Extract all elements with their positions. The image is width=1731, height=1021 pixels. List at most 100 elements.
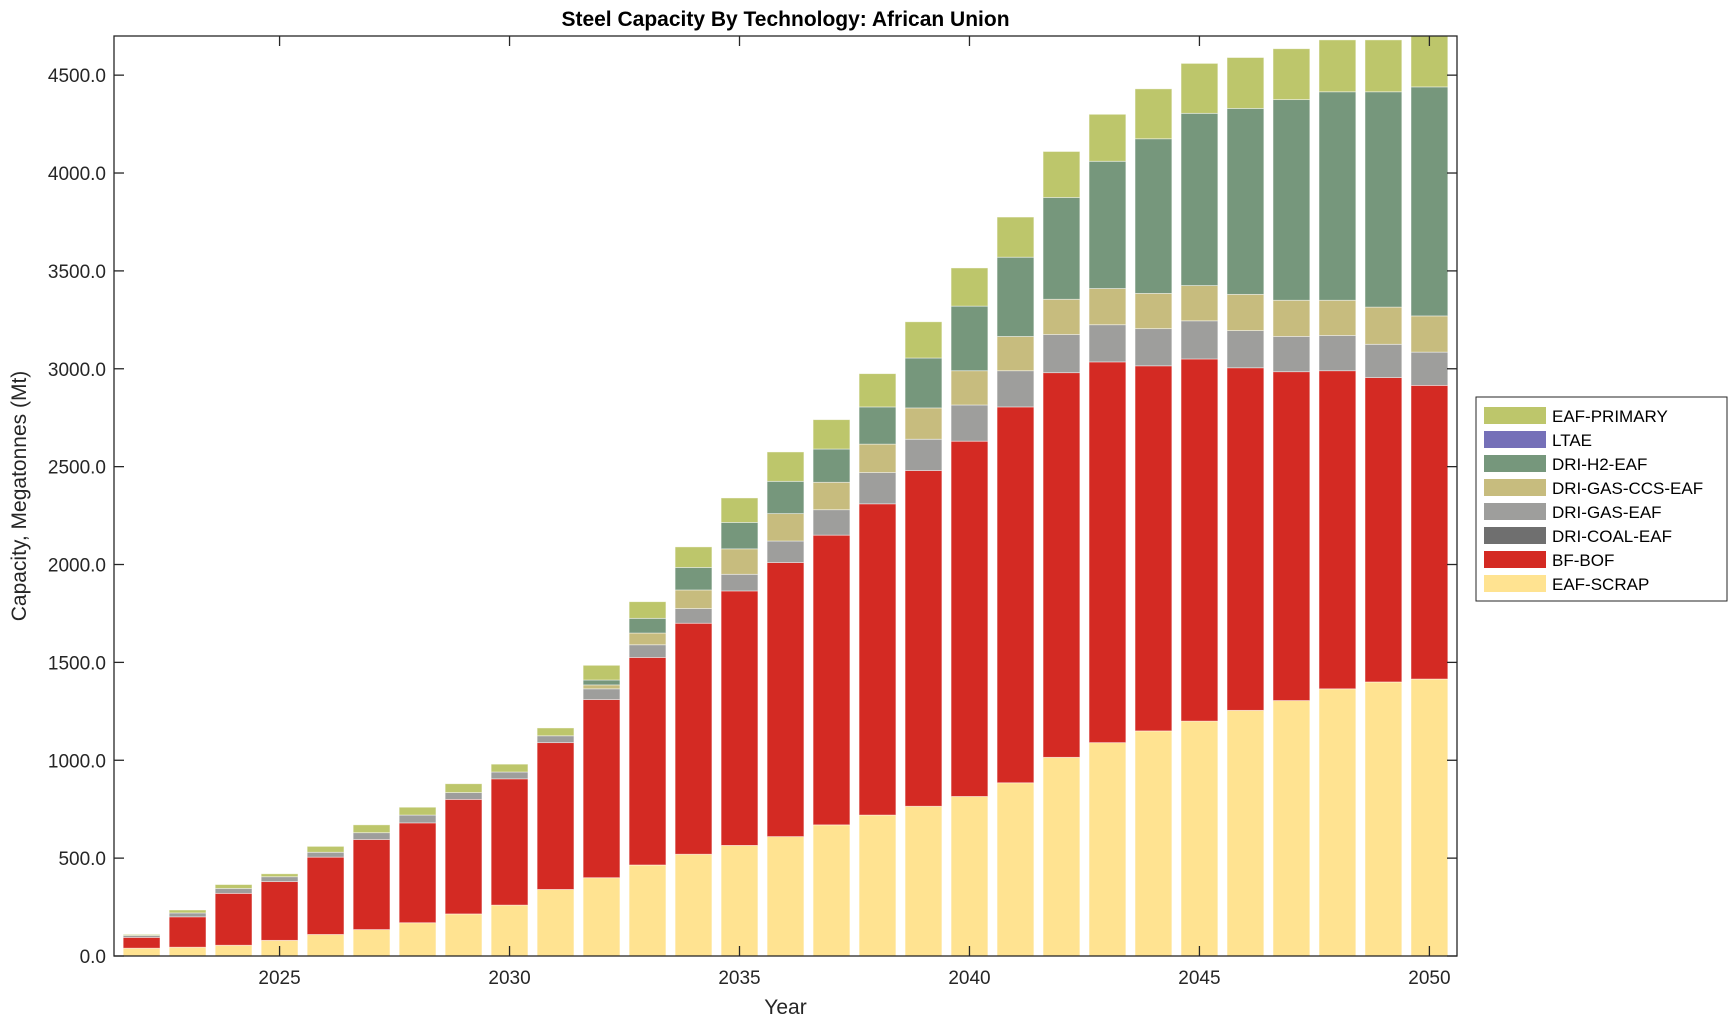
y-axis: 0.0 500.0 1000.0 1500.0 2000.0 2500.0 3000.0 35… <box>48 66 1457 968</box>
y-tick-label: 500.0 <box>58 849 106 870</box>
bar-stack-2048 <box>1318 39 1357 957</box>
bar-eaf-scrap-2034 <box>674 853 713 957</box>
bar-eaf-scrap-2032 <box>582 877 621 957</box>
x-axis: 2025 2030 2035 2040 2045 2050 <box>258 36 1451 989</box>
bar-stack-2034 <box>674 546 713 957</box>
bar-stack-2026 <box>306 845 345 957</box>
legend-label: DRI-GAS-EAF <box>1552 503 1662 522</box>
bar-bf-bof-2032 <box>582 699 621 879</box>
bar-dri-h2-eaf-2047 <box>1272 99 1311 301</box>
legend-box <box>1475 396 1728 602</box>
bar-eaf-scrap-2036 <box>766 836 805 957</box>
bar-dri-gas-eaf-2045 <box>1180 320 1219 360</box>
legend-label: DRI-GAS-CCS-EAF <box>1552 479 1703 498</box>
bar-eaf-primary-2028 <box>398 806 437 816</box>
legend-item-dri-gas-eaf: DRI-GAS-EAF <box>1484 503 1662 522</box>
bar-dri-h2-eaf-2048 <box>1318 91 1357 301</box>
bar-dri-h2-eaf-2035 <box>720 522 759 550</box>
bar-eaf-primary-2033 <box>628 601 667 619</box>
bar-dri-gas-eaf-2046 <box>1226 330 1265 369</box>
legend-label: EAF-PRIMARY <box>1552 407 1668 426</box>
bar-bf-bof-2042 <box>1042 372 1081 758</box>
y-tick-label: 0.0 <box>80 947 106 968</box>
bar-bf-bof-2025 <box>260 881 299 941</box>
bar-dri-gas-ccs-eaf-2039 <box>904 407 943 440</box>
bar-dri-gas-ccs-eaf-2043 <box>1088 288 1127 326</box>
bar-stack-2042 <box>1042 151 1081 957</box>
bar-bf-bof-2040 <box>950 440 989 797</box>
bar-bf-bof-2024 <box>214 892 253 946</box>
bar-bf-bof-2028 <box>398 822 437 924</box>
x-tick-label: 2040 <box>948 968 990 989</box>
bar-dri-gas-ccs-eaf-2048 <box>1318 299 1357 336</box>
bar-stack-2022 <box>122 934 161 957</box>
bar-eaf-primary-2038 <box>858 373 897 408</box>
bar-eaf-primary-2031 <box>536 727 575 737</box>
bar-dri-h2-eaf-2046 <box>1226 108 1265 295</box>
bar-stack-2023 <box>168 909 207 957</box>
bar-eaf-primary-2042 <box>1042 151 1081 198</box>
bar-dri-gas-eaf-2024 <box>214 888 253 894</box>
bar-eaf-primary-2034 <box>674 546 713 568</box>
bar-bf-bof-2049 <box>1364 377 1403 683</box>
bar-stack-2045 <box>1180 63 1219 957</box>
bar-eaf-primary-2026 <box>306 845 345 853</box>
bar-eaf-primary-2035 <box>720 497 759 523</box>
bar-dri-gas-ccs-eaf-2047 <box>1272 299 1311 337</box>
legend-item-ltae: LTAE <box>1484 431 1592 450</box>
x-tick-label: 2030 <box>488 968 530 989</box>
bar-bf-bof-2030 <box>490 778 529 906</box>
bar-eaf-scrap-2029 <box>444 913 483 957</box>
bar-dri-h2-eaf-2039 <box>904 357 943 409</box>
bar-bf-bof-2031 <box>536 742 575 890</box>
bar-dri-gas-eaf-2037 <box>812 509 851 536</box>
bar-eaf-primary-2037 <box>812 419 851 450</box>
bar-bf-bof-2041 <box>996 406 1035 784</box>
bar-dri-h2-eaf-2041 <box>996 256 1035 337</box>
bar-stack-2047 <box>1272 48 1311 957</box>
legend-swatch <box>1484 527 1546 544</box>
bar-dri-gas-ccs-eaf-2033 <box>628 632 667 646</box>
plot-frame <box>113 35 1458 957</box>
bar-bf-bof-2029 <box>444 799 483 915</box>
bars-layer <box>122 35 1449 957</box>
x-tick-label: 2025 <box>258 968 300 989</box>
bar-bf-bof-2045 <box>1180 358 1219 722</box>
bar-dri-gas-ccs-eaf-2044 <box>1134 293 1173 330</box>
bar-bf-bof-2035 <box>720 590 759 846</box>
bar-eaf-primary-2030 <box>490 763 529 773</box>
bar-stack-2035 <box>720 497 759 957</box>
bar-dri-gas-ccs-eaf-2035 <box>720 548 759 575</box>
bar-dri-h2-eaf-2040 <box>950 305 989 372</box>
bar-dri-gas-eaf-2041 <box>996 370 1035 408</box>
legend-item-bf-bof: BF-BOF <box>1484 551 1614 570</box>
bar-bf-bof-2033 <box>628 657 667 866</box>
bar-dri-gas-eaf-2050 <box>1410 351 1449 386</box>
bar-eaf-primary-2025 <box>260 873 299 878</box>
bar-eaf-scrap-2022 <box>122 947 161 957</box>
bar-bf-bof-2048 <box>1318 370 1357 690</box>
legend-swatch <box>1484 503 1546 520</box>
bar-eaf-primary-2024 <box>214 884 253 889</box>
y-tick-label: 3500.0 <box>48 262 106 283</box>
bar-stack-2050 <box>1410 35 1449 957</box>
bar-dri-h2-eaf-2033 <box>628 617 667 634</box>
bar-eaf-scrap-2035 <box>720 845 759 957</box>
legend-item-eaf-scrap: EAF-SCRAP <box>1484 575 1649 594</box>
legend-item-dri-gas-ccs-eaf: DRI-GAS-CCS-EAF <box>1484 479 1703 498</box>
bar-dri-gas-eaf-2026 <box>306 851 345 858</box>
bar-dri-h2-eaf-2034 <box>674 567 713 591</box>
bar-eaf-primary-2036 <box>766 451 805 482</box>
bar-dri-h2-eaf-2050 <box>1410 86 1449 317</box>
bar-dri-gas-eaf-2036 <box>766 540 805 563</box>
bar-dri-gas-eaf-2027 <box>352 832 391 840</box>
bar-eaf-scrap-2050 <box>1410 678 1449 957</box>
bar-eaf-scrap-2033 <box>628 864 667 957</box>
bar-dri-h2-eaf-2038 <box>858 406 897 445</box>
bar-eaf-scrap-2047 <box>1272 700 1311 957</box>
bar-stack-2028 <box>398 806 437 957</box>
bar-stack-2044 <box>1134 88 1173 957</box>
y-tick-label: 3000.0 <box>48 360 106 381</box>
legend-label: BF-BOF <box>1552 551 1614 570</box>
bar-dri-gas-ccs-eaf-2032 <box>582 684 621 690</box>
